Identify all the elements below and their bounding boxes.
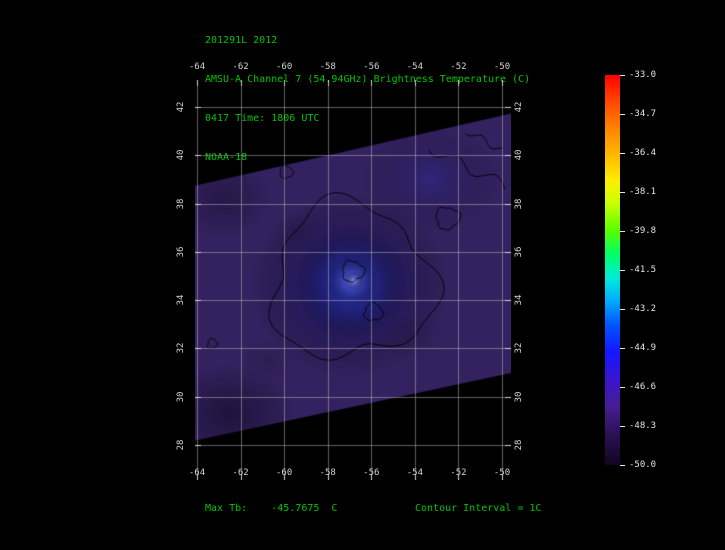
colorbar-tick-mark <box>620 152 625 154</box>
colorbar-tick-label: -44.9 <box>629 343 657 353</box>
lon-tick-label: -64 <box>188 468 206 478</box>
colorbar-tick-label: -33.0 <box>629 70 657 80</box>
lon-tick-label: -52 <box>450 468 467 478</box>
colorbar-tick-label: -43.2 <box>629 304 657 314</box>
colorbar-tick-label: -39.8 <box>629 226 657 236</box>
lon-tick-label: -54 <box>406 62 423 72</box>
lat-tick-label: 38 <box>176 198 186 209</box>
colorbar-tick-mark <box>620 464 625 466</box>
lat-tick-label: 40 <box>514 149 524 161</box>
lon-axis-bottom: -64 -62 -60 -58 -56 -54 -52 -50 <box>189 468 511 480</box>
lon-tick-label: -58 <box>319 62 336 72</box>
lon-tick-label: -52 <box>450 62 467 72</box>
colorbar-labels: -33.0 -34.7 -36.4 -38.1 -39.8 -41.5 -43.2 -44.9… <box>620 70 670 470</box>
colorbar-tick-mark <box>620 308 625 310</box>
colorbar-tick-label: -38.1 <box>629 187 657 197</box>
lat-tick-label: 28 <box>514 439 524 451</box>
colorbar-tick-mark <box>620 74 625 76</box>
colorbar-tick-label: -41.5 <box>629 265 657 275</box>
lon-tick-label: -56 <box>363 468 380 478</box>
colorbar-tick-mark <box>620 425 625 427</box>
colorbar-tick-label: -36.4 <box>629 148 657 158</box>
colorbar-tick-mark <box>620 347 625 349</box>
lat-tick-label: 32 <box>514 343 524 354</box>
colorbar-gradient <box>605 75 620 465</box>
lat-tick-label: 42 <box>514 101 524 113</box>
lon-tick-label: -54 <box>406 468 423 478</box>
plot-title: AMSU-A Channel 7 (54.94GHz) Brightness T… <box>205 74 531 85</box>
lat-tick-label: 34 <box>176 294 186 306</box>
lon-tick-label: -56 <box>363 62 380 72</box>
lon-tick-label: -50 <box>493 468 511 478</box>
lon-tick-label: -58 <box>319 468 336 478</box>
colorbar-tick-mark <box>620 113 625 115</box>
colorbar-tick-label: -34.7 <box>629 109 657 119</box>
lon-tick-label: -60 <box>276 468 293 478</box>
colorbar-tick-label: -50.0 <box>629 460 657 470</box>
lat-axis-right: 42 40 38 36 34 32 30 28 <box>512 80 526 480</box>
lon-axis-top: -64 -62 -60 -58 -56 -54 -52 -50 <box>189 62 511 74</box>
colorbar-tick-mark <box>620 230 625 232</box>
lat-tick-label: 34 <box>514 294 524 306</box>
colorbar-tick-mark <box>620 269 625 271</box>
colorbar-tick-mark <box>620 386 625 388</box>
lon-tick-label: -50 <box>493 62 511 72</box>
lon-tick-label: -60 <box>276 62 293 72</box>
lat-tick-label: 32 <box>176 343 186 354</box>
colorbar-tick-label: -48.3 <box>629 421 657 431</box>
lon-tick-label: -62 <box>232 468 249 478</box>
lon-tick-label: -62 <box>232 62 249 72</box>
lat-tick-label: 30 <box>514 391 524 403</box>
scene-id-label: 201291L 2012 <box>205 35 278 46</box>
lat-axis-left: 42 40 38 36 34 32 30 28 <box>174 80 188 480</box>
lat-tick-label: 30 <box>176 391 186 403</box>
lat-tick-label: 36 <box>514 246 524 258</box>
colorbar-tick-mark <box>620 191 625 193</box>
lat-tick-label: 36 <box>176 246 186 258</box>
colorbar-tick-label: -46.6 <box>629 382 657 392</box>
max-tb-label: Max Tb: -45.7675 C <box>205 503 338 514</box>
lat-tick-label: 42 <box>176 101 186 113</box>
contour-interval-label: Contour Interval = 1C <box>415 503 542 514</box>
lon-tick-label: -64 <box>188 62 206 72</box>
lat-tick-label: 28 <box>176 439 186 451</box>
lat-tick-label: 40 <box>176 149 186 161</box>
swath-map-canvas <box>195 80 511 480</box>
lat-tick-label: 38 <box>514 198 524 209</box>
